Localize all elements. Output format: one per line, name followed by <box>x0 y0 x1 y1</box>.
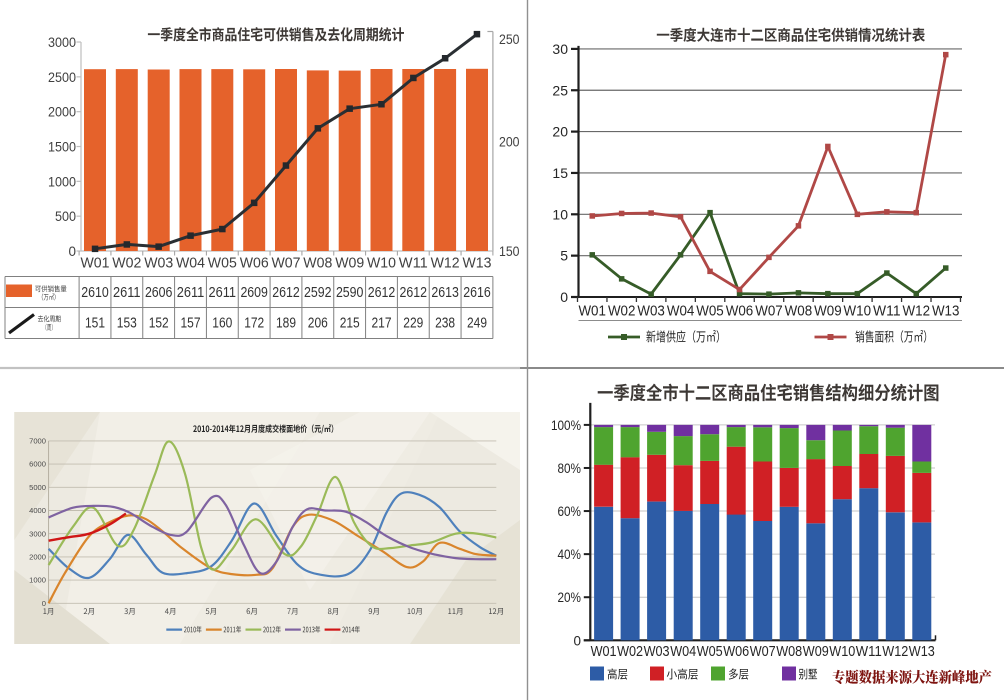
svg-text:10: 10 <box>552 206 568 222</box>
svg-text:2000: 2000 <box>48 104 76 120</box>
svg-text:7000: 7000 <box>29 437 46 446</box>
svg-text:W04: W04 <box>176 256 205 272</box>
svg-text:W10: W10 <box>829 644 855 660</box>
svg-text:2592: 2592 <box>304 285 332 301</box>
svg-text:152: 152 <box>149 316 169 332</box>
svg-text:6000: 6000 <box>29 460 46 469</box>
svg-text:229: 229 <box>403 316 423 332</box>
svg-text:W07: W07 <box>750 644 776 660</box>
svg-text:W13: W13 <box>932 304 960 320</box>
svg-text:W03: W03 <box>637 304 665 320</box>
svg-text:60%: 60% <box>558 503 582 519</box>
svg-text:150: 150 <box>499 243 520 259</box>
svg-text:2609: 2609 <box>240 285 268 301</box>
svg-text:W11: W11 <box>873 304 901 320</box>
svg-text:W13: W13 <box>909 644 935 660</box>
svg-text:20: 20 <box>552 124 568 140</box>
svg-text:W12: W12 <box>431 256 460 272</box>
svg-text:W06: W06 <box>240 256 269 272</box>
svg-text:5: 5 <box>560 248 568 264</box>
svg-text:100%: 100% <box>551 417 581 433</box>
svg-text:W04: W04 <box>670 644 696 660</box>
svg-text:157: 157 <box>181 316 201 332</box>
svg-text:W08: W08 <box>785 304 813 320</box>
svg-text:217: 217 <box>372 316 392 332</box>
svg-text:2611: 2611 <box>113 285 141 301</box>
svg-text:3000: 3000 <box>29 529 46 538</box>
svg-text:W11: W11 <box>399 256 428 272</box>
svg-text:2611: 2611 <box>209 285 237 301</box>
svg-text:4000: 4000 <box>29 506 46 515</box>
svg-text:2612: 2612 <box>368 285 396 301</box>
svg-text:0: 0 <box>42 599 46 608</box>
svg-text:238: 238 <box>435 316 455 332</box>
svg-text:W10: W10 <box>367 256 396 272</box>
svg-text:W02: W02 <box>617 644 643 660</box>
svg-text:500: 500 <box>55 208 76 224</box>
svg-text:W11: W11 <box>856 644 882 660</box>
svg-text:W03: W03 <box>144 256 173 272</box>
svg-text:2612: 2612 <box>272 285 300 301</box>
svg-text:W08: W08 <box>776 644 802 660</box>
svg-text:1500: 1500 <box>48 139 76 155</box>
svg-text:W02: W02 <box>112 256 141 272</box>
svg-text:2613: 2613 <box>431 285 459 301</box>
svg-text:40%: 40% <box>558 546 582 562</box>
svg-text:153: 153 <box>117 316 137 332</box>
svg-text:W07: W07 <box>272 256 301 272</box>
svg-text:W06: W06 <box>726 304 754 320</box>
svg-text:W08: W08 <box>303 256 332 272</box>
svg-text:2606: 2606 <box>145 285 173 301</box>
svg-text:W05: W05 <box>697 644 723 660</box>
svg-text:172: 172 <box>244 316 264 332</box>
svg-text:250: 250 <box>499 31 520 47</box>
svg-text:W07: W07 <box>755 304 783 320</box>
svg-text:30: 30 <box>552 41 568 57</box>
svg-text:W01: W01 <box>81 256 110 272</box>
svg-text:W05: W05 <box>696 304 724 320</box>
svg-text:0: 0 <box>560 289 568 305</box>
svg-text:0: 0 <box>574 632 582 648</box>
svg-text:189: 189 <box>276 316 296 332</box>
svg-text:25: 25 <box>552 82 568 98</box>
svg-text:2611: 2611 <box>177 285 205 301</box>
svg-text:W03: W03 <box>644 644 670 660</box>
svg-text:W12: W12 <box>903 304 931 320</box>
svg-text:15: 15 <box>552 165 568 181</box>
svg-text:W01: W01 <box>591 644 617 660</box>
svg-text:2612: 2612 <box>400 285 428 301</box>
svg-text:2000: 2000 <box>29 553 46 562</box>
svg-text:W13: W13 <box>463 256 492 272</box>
svg-text:W01: W01 <box>578 304 606 320</box>
svg-text:2500: 2500 <box>48 69 76 85</box>
svg-text:5000: 5000 <box>29 483 46 492</box>
svg-text:206: 206 <box>308 316 328 332</box>
svg-text:3000: 3000 <box>48 34 76 50</box>
svg-text:160: 160 <box>212 316 232 332</box>
svg-text:W05: W05 <box>208 256 237 272</box>
svg-text:W09: W09 <box>803 644 829 660</box>
svg-text:W12: W12 <box>882 644 908 660</box>
svg-text:2616: 2616 <box>463 285 491 301</box>
svg-text:W04: W04 <box>667 304 695 320</box>
svg-text:0: 0 <box>69 243 77 259</box>
svg-text:W02: W02 <box>608 304 636 320</box>
svg-text:151: 151 <box>85 316 105 332</box>
svg-text:1000: 1000 <box>29 576 46 585</box>
svg-text:2590: 2590 <box>336 285 364 301</box>
svg-text:W09: W09 <box>814 304 842 320</box>
svg-text:W10: W10 <box>844 304 872 320</box>
svg-text:W06: W06 <box>723 644 749 660</box>
svg-text:2610: 2610 <box>81 285 109 301</box>
svg-text:215: 215 <box>340 316 360 332</box>
svg-text:20%: 20% <box>558 589 582 605</box>
svg-text:80%: 80% <box>558 460 582 476</box>
svg-text:1000: 1000 <box>48 173 76 189</box>
svg-text:249: 249 <box>467 316 487 332</box>
svg-text:W09: W09 <box>335 256 364 272</box>
svg-text:200: 200 <box>499 134 520 150</box>
